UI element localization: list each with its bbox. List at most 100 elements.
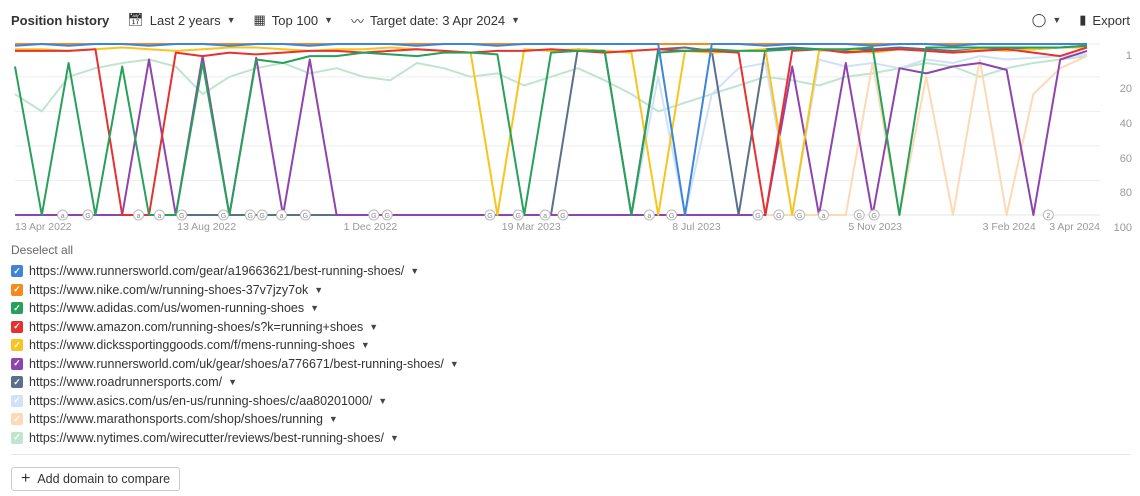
checkbox[interactable]: ✓ (11, 376, 23, 389)
annotation-marker (794, 209, 806, 221)
annotation-marker (381, 209, 393, 221)
legend-item[interactable]: ✓ https://www.asics.com/us/en-us/running-… (11, 392, 459, 411)
y-tick-label: 40 (1120, 118, 1132, 130)
checkbox[interactable]: ✓ (11, 265, 23, 278)
annotation-marker-label: G (248, 213, 253, 220)
annotation-marker-label: G (487, 213, 492, 220)
legend-label: https://www.dickssportinggoods.com/f/men… (29, 338, 355, 353)
series-line (15, 49, 1088, 216)
add-domain-button[interactable]: + Add domain to compare (11, 467, 181, 491)
target-date-dropdown[interactable]: 〰 Target date: 3 Apr 2024 ▼ (351, 11, 520, 30)
legend-label: https://www.adidas.com/us/women-running-… (29, 301, 305, 316)
export-icon: ▮ (1079, 12, 1087, 27)
annotation-marker-label: 2 (1046, 213, 1050, 220)
date-range-dropdown[interactable]: 📅︎ Last 2 years ▼ (127, 12, 235, 28)
annotation-marker (133, 209, 145, 221)
annotation-marker-label: G (755, 213, 760, 220)
toolbar: Position history 📅︎ Last 2 years ▼ ▦ Top … (11, 0, 1130, 40)
annotation-marker (368, 209, 380, 221)
legend: ✓ https://www.runnersworld.com/gear/a1966… (11, 262, 459, 447)
caret-down-icon[interactable]: ▼ (310, 303, 320, 314)
checkbox[interactable]: ✓ (11, 339, 23, 352)
legend-item[interactable]: ✓ https://www.runnersworld.com/gear/a1966… (11, 262, 459, 281)
legend-item[interactable]: ✓ https://www.nike.com/w/running-shoes-37… (11, 281, 459, 300)
export-button[interactable]: ▮ Export (1079, 12, 1130, 28)
legend-item[interactable]: ✓ https://www.nytimes.com/wirecutter/revi… (11, 429, 459, 448)
annotation-marker (539, 209, 551, 221)
caret-down-icon[interactable]: ▼ (228, 377, 238, 388)
x-tick-label: 3 Apr 2024 (1049, 221, 1100, 233)
caret-down-icon: ▼ (226, 15, 236, 25)
annotation-marker-label: a (822, 213, 826, 220)
checkbox[interactable]: ✓ (11, 431, 23, 444)
caret-down-icon[interactable]: ▼ (378, 395, 388, 406)
caret-down-icon[interactable]: ▼ (390, 432, 399, 443)
annotation-marker (853, 209, 865, 221)
checkbox[interactable]: ✓ (11, 413, 23, 426)
annotation-marker (217, 209, 229, 221)
annotation-marker-label: G (371, 213, 376, 220)
annotation-marker (817, 209, 829, 221)
checkbox[interactable]: ✓ (11, 302, 23, 315)
annotation-marker-label: G (871, 213, 876, 220)
caret-down-icon[interactable]: ▼ (328, 414, 338, 425)
annotation-marker-label: a (543, 213, 547, 220)
annotation-marker (512, 209, 524, 221)
series-line (14, 55, 1088, 113)
legend-label: https://www.nytimes.com/wirecutter/revie… (29, 430, 384, 445)
x-tick-label: 8 Jul 2023 (672, 221, 721, 233)
add-domain-label: Add domain to compare (37, 472, 171, 486)
legend-item[interactable]: ✓ https://www.marathonsports.com/shop/sho… (11, 410, 459, 429)
annotation-marker-label: G (516, 213, 521, 220)
caret-down-icon: ▼ (1052, 15, 1062, 25)
checkbox[interactable]: ✓ (11, 394, 23, 407)
legend-label: https://www.nike.com/w/running-shoes-37v… (29, 282, 309, 297)
annotation-marker (82, 209, 94, 221)
annotation-marker-label: G (179, 213, 184, 220)
series-line (15, 44, 1088, 216)
comment-icon: ◯ (1031, 12, 1047, 27)
legend-item[interactable]: ✓ https://www.dickssportinggoods.com/f/me… (11, 336, 459, 355)
checkbox[interactable]: ✓ (11, 283, 23, 296)
legend-item[interactable]: ✓ https://www.amazon.com/running-shoes/s?… (11, 318, 459, 337)
comment-dropdown[interactable]: ◯ ▼ (1032, 12, 1061, 28)
legend-label: https://www.asics.com/us/en-us/running-s… (29, 393, 373, 408)
x-tick-label: 1 Dec 2022 (344, 221, 398, 233)
legend-label: https://www.runnersworld.com/gear/a19663… (29, 264, 405, 279)
checkbox[interactable]: ✓ (11, 320, 23, 333)
position-chart[interactable]: 1 20 40 60 80 100 13 Apr 2022 13 Aug 2022 1 Dec … (0, 0, 1140, 235)
caret-down-icon[interactable]: ▼ (410, 266, 420, 277)
caret-down-icon[interactable]: ▼ (449, 358, 459, 369)
annotation-marker-label: G (856, 213, 861, 220)
annotation-marker-label: a (280, 213, 284, 220)
legend-item[interactable]: ✓ https://www.roadrunnersports.com/ ▼ (11, 373, 459, 392)
annotation-marker (176, 209, 188, 221)
x-tick-label: 5 Nov 2023 (848, 221, 902, 233)
annotation-marker-label: G (221, 213, 226, 220)
legend-item[interactable]: ✓ https://www.adidas.com/us/women-running… (11, 299, 459, 318)
table-icon: ▦ (253, 12, 266, 27)
legend-item[interactable]: ✓ https://www.runnersworld.com/uk/gear/sh… (11, 355, 459, 374)
annotation-marker (643, 209, 655, 221)
checkbox[interactable]: ✓ (11, 357, 23, 370)
caret-down-icon[interactable]: ▼ (360, 340, 370, 351)
annotation-marker-label: G (259, 213, 264, 220)
annotation-marker-label: G (669, 213, 674, 220)
caret-down-icon[interactable]: ▼ (369, 321, 379, 332)
trend-icon: 〰 (350, 13, 364, 29)
calendar-icon: 📅︎ (127, 12, 144, 27)
annotation-marker-label: G (385, 213, 390, 220)
caret-down-icon[interactable]: ▼ (314, 284, 324, 295)
x-tick-label: 19 Mar 2023 (502, 221, 561, 233)
export-label: Export (1092, 12, 1130, 28)
plus-icon: + (21, 470, 31, 487)
deselect-all-link[interactable]: Deselect all (11, 243, 74, 257)
y-tick-label: 80 (1120, 187, 1132, 199)
annotation-marker (256, 209, 268, 221)
top-filter-label: Top 100 (271, 12, 319, 28)
top-filter-dropdown[interactable]: ▦ Top 100 ▼ (254, 12, 333, 28)
annotation-marker-label: a (137, 213, 141, 220)
target-date-label: Target date: 3 Apr 2024 (370, 12, 506, 28)
divider (11, 454, 1130, 455)
annotation-marker (1042, 209, 1054, 221)
